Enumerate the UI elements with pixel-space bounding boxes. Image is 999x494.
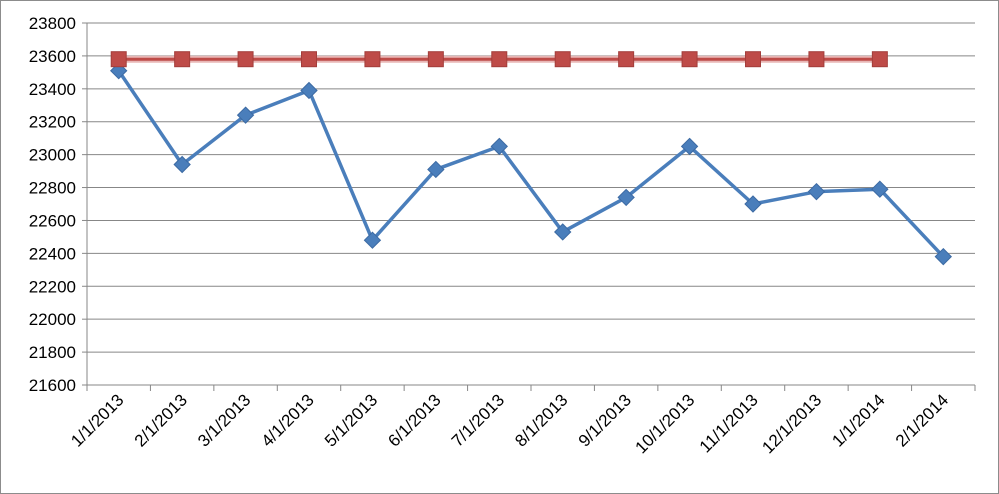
x-tick-label: 1/1/2014 — [828, 390, 888, 450]
data-point-diamond — [173, 155, 191, 174]
data-point-square — [427, 51, 444, 68]
y-tick-label: 21800 — [29, 343, 76, 362]
x-tick-label: 2/1/2013 — [131, 390, 191, 450]
data-point-square — [554, 51, 571, 68]
y-tick-labels: 21600 21800 22000 22200 22400 22600 22800 23000… — [29, 14, 76, 395]
data-point-diamond — [300, 81, 318, 100]
data-point-diamond — [871, 180, 889, 198]
x-tick-label: 7/1/2013 — [448, 390, 508, 450]
data-point-diamond — [363, 231, 382, 249]
y-tick-label: 22600 — [29, 211, 76, 230]
data-point-diamond — [427, 160, 445, 179]
data-point-square — [174, 51, 191, 68]
data-point-square — [110, 51, 127, 68]
data-point-square — [237, 51, 254, 68]
x-tick-label: 2/1/2014 — [892, 390, 952, 450]
x-tick-label: 9/1/2013 — [575, 390, 635, 450]
data-point-square — [618, 51, 635, 68]
series-layer — [110, 51, 952, 266]
series-line — [117, 69, 945, 258]
data-point-diamond — [236, 106, 255, 124]
series-1 — [110, 62, 952, 266]
y-tick-label: 22800 — [29, 179, 76, 198]
data-point-diamond — [934, 247, 952, 266]
y-tick-label: 23400 — [29, 80, 76, 99]
data-point-square — [681, 51, 698, 68]
axes — [82, 22, 976, 391]
data-point-square — [301, 51, 317, 68]
x-tick-label: 3/1/2013 — [194, 390, 254, 450]
x-tick-label: 1/1/2013 — [67, 390, 127, 450]
series-2 — [110, 51, 888, 68]
data-point-square — [745, 51, 761, 68]
y-tick-label: 23600 — [29, 47, 76, 66]
y-tick-label: 23200 — [29, 113, 76, 132]
data-point-square — [491, 51, 508, 68]
data-point-diamond — [617, 188, 635, 207]
data-point-diamond — [490, 137, 508, 156]
x-tick-label: 10/1/2013 — [631, 390, 698, 457]
data-point-diamond — [807, 182, 826, 201]
x-tick-label: 8/1/2013 — [511, 390, 571, 450]
x-tick-labels: 1/1/2013 2/1/2013 3/1/2013 4/1/2013 5/1/2013… — [67, 390, 952, 457]
y-tick-label: 23800 — [29, 14, 76, 33]
data-point-diamond — [554, 223, 572, 241]
y-tick-label: 23000 — [29, 146, 76, 165]
data-point-diamond — [680, 137, 699, 156]
x-tick-label: 4/1/2013 — [258, 390, 318, 450]
data-point-square — [808, 51, 825, 68]
x-tick-label: 12/1/2013 — [758, 390, 825, 457]
x-tick-label: 6/1/2013 — [384, 390, 444, 450]
data-point-diamond — [744, 195, 762, 213]
y-tick-label: 21600 — [29, 376, 76, 395]
y-tick-label: 22400 — [29, 244, 76, 263]
y-tick-label: 22200 — [29, 277, 76, 296]
data-point-square — [871, 51, 888, 68]
x-tick-label: 5/1/2013 — [321, 390, 381, 450]
y-tick-label: 22000 — [29, 310, 76, 329]
x-tick-label: 11/1/2013 — [696, 390, 762, 456]
data-point-square — [364, 51, 381, 68]
